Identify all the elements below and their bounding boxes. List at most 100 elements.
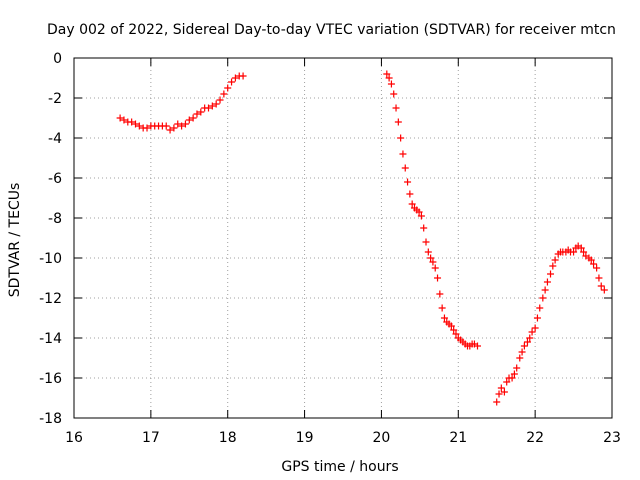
data-point [526,334,534,342]
y-tick-label: -6 [48,171,62,187]
data-point [212,100,220,108]
data-point [128,118,136,126]
data-point [577,244,585,252]
data-point [508,374,516,382]
data-point [452,330,460,338]
data-point [520,342,528,350]
data-point [181,120,189,128]
data-point [189,114,197,122]
data-point [431,264,439,272]
data-point [438,304,446,312]
data-points [116,70,608,406]
x-tick-label: 18 [219,430,237,446]
y-tick-label: -16 [39,371,62,387]
axis-ticks [73,57,613,419]
data-point [580,248,588,256]
data-point [493,398,501,406]
data-point [543,278,551,286]
data-point [434,274,442,282]
data-point [399,150,407,158]
data-point [595,274,603,282]
y-tick-label: -8 [48,211,62,227]
data-point [185,116,193,124]
data-point [531,324,539,332]
data-point [404,178,412,186]
x-axis-label: GPS time / hours [281,459,398,475]
data-point [570,248,578,256]
data-point [597,282,605,290]
data-point [174,120,182,128]
data-point [513,364,521,372]
data-point [417,212,425,220]
data-point [600,286,608,294]
plot-frame [73,57,613,419]
data-point [231,74,239,82]
x-tick-label: 20 [373,430,391,446]
data-point [429,258,437,266]
data-point [518,348,526,356]
chart-title: Day 002 of 2022, Sidereal Day-to-day VTE… [47,22,616,38]
data-point [495,390,503,398]
data-point [401,164,409,172]
data-point [239,72,247,80]
data-point [516,354,524,362]
y-axis-label: SDTVAR / TECUs [7,183,23,298]
data-point [162,122,170,130]
data-point [143,124,151,132]
data-point [208,102,216,110]
data-point [178,122,186,130]
data-point [220,90,228,98]
x-tick-label: 19 [296,430,314,446]
data-point [397,134,405,142]
grid-lines [74,58,612,418]
data-point [408,200,416,208]
data-point [587,256,595,264]
data-point [424,248,432,256]
data-point [427,254,435,262]
data-point [474,342,481,350]
data-point [197,108,205,116]
data-point [536,304,544,312]
data-point [116,114,124,122]
data-point [541,286,549,294]
data-point [170,124,178,132]
data-point [383,70,391,78]
data-point [166,126,174,134]
data-point [394,118,402,126]
y-tick-label: -18 [39,411,62,427]
data-point [500,388,508,396]
data-point [510,370,518,378]
y-tick-label: -14 [39,331,62,347]
data-point [539,294,547,302]
data-series-3 [493,242,608,406]
y-tick-labels: 0 -2 -4 -6 -8 -10 -12 -14 -16 -18 [39,51,62,427]
data-point [415,208,423,216]
data-point [593,264,601,272]
data-point [385,74,393,82]
data-point [390,90,398,98]
x-tick-labels: 16 17 18 19 20 21 22 23 [65,430,621,446]
data-point [224,84,232,92]
data-point [387,80,395,88]
x-tick-label: 16 [65,430,83,446]
x-tick-label: 21 [449,430,467,446]
data-point [392,104,400,112]
data-point [503,378,511,386]
data-point [551,256,559,264]
data-point [497,384,505,392]
data-point [193,110,201,118]
data-point [436,290,444,298]
y-tick-label: 0 [53,51,62,67]
data-series-1 [116,72,247,134]
data-point [533,314,541,322]
data-point [205,104,212,112]
data-point [216,96,224,104]
data-series-2 [383,70,481,350]
data-point [422,238,430,246]
data-point [135,122,143,130]
y-tick-label: -2 [48,91,62,107]
data-point [228,78,236,86]
data-point [590,260,598,268]
data-point [447,322,455,330]
